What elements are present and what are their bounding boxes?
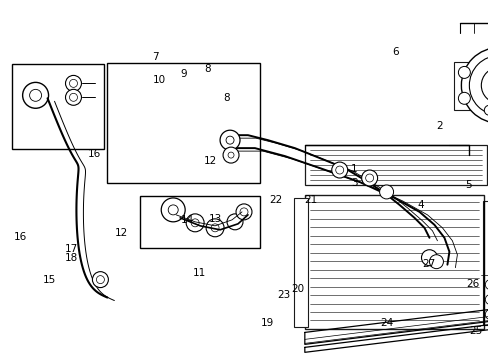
Text: 19: 19 — [260, 319, 273, 328]
Circle shape — [220, 130, 240, 150]
Text: 6: 6 — [391, 47, 398, 57]
Text: 20: 20 — [291, 284, 304, 294]
Circle shape — [468, 55, 488, 115]
Text: 3: 3 — [351, 177, 357, 188]
Text: 1: 1 — [350, 163, 356, 174]
Circle shape — [205, 219, 224, 237]
Circle shape — [168, 205, 178, 215]
Circle shape — [69, 80, 77, 87]
Circle shape — [428, 255, 443, 269]
Text: 22: 22 — [269, 195, 282, 205]
Circle shape — [225, 136, 234, 144]
Circle shape — [65, 89, 81, 105]
Circle shape — [240, 208, 247, 216]
Circle shape — [69, 93, 77, 101]
Text: 8: 8 — [223, 93, 229, 103]
Circle shape — [484, 310, 488, 319]
Text: 12: 12 — [114, 228, 127, 238]
Text: 21: 21 — [304, 195, 317, 205]
Text: 8: 8 — [204, 64, 211, 74]
Text: 16: 16 — [14, 232, 27, 242]
Text: 27: 27 — [421, 259, 434, 269]
Text: 7: 7 — [152, 52, 159, 62]
Circle shape — [365, 174, 373, 182]
Circle shape — [421, 250, 437, 266]
Circle shape — [211, 224, 219, 232]
Bar — [304, 195, 483, 329]
Text: 10: 10 — [152, 75, 165, 85]
Text: 18: 18 — [64, 253, 78, 263]
Bar — [453, 62, 488, 110]
Circle shape — [484, 294, 488, 305]
Circle shape — [484, 280, 488, 289]
Text: 12: 12 — [203, 156, 217, 166]
Circle shape — [227, 152, 234, 158]
Text: 17: 17 — [64, 244, 78, 254]
Circle shape — [361, 170, 377, 186]
Text: 16: 16 — [88, 149, 101, 159]
Bar — [293, 198, 307, 328]
Circle shape — [186, 214, 203, 232]
Circle shape — [379, 185, 393, 199]
Text: 14: 14 — [180, 215, 193, 225]
Circle shape — [483, 105, 488, 115]
Text: 24: 24 — [380, 319, 393, 328]
Circle shape — [96, 276, 104, 284]
Circle shape — [236, 204, 251, 220]
Text: 5: 5 — [465, 180, 471, 190]
Circle shape — [457, 67, 469, 78]
Bar — [107, 63, 260, 183]
Text: 4: 4 — [417, 200, 424, 210]
Circle shape — [335, 166, 343, 174]
Circle shape — [161, 198, 185, 222]
Text: 23: 23 — [276, 290, 289, 300]
Text: 9: 9 — [180, 69, 186, 79]
Circle shape — [22, 82, 48, 108]
Circle shape — [92, 272, 108, 288]
Text: 11: 11 — [193, 268, 206, 278]
Text: 15: 15 — [43, 275, 56, 285]
Text: 2: 2 — [435, 121, 442, 131]
Circle shape — [331, 162, 347, 178]
Bar — [12, 64, 104, 149]
Bar — [304, 145, 487, 185]
Text: 25: 25 — [468, 325, 482, 336]
Circle shape — [191, 219, 199, 227]
Circle shape — [30, 89, 41, 101]
Circle shape — [480, 67, 488, 103]
Circle shape — [461, 48, 488, 123]
Circle shape — [223, 147, 239, 163]
Circle shape — [457, 92, 469, 104]
Circle shape — [65, 75, 81, 91]
Circle shape — [226, 214, 243, 230]
Bar — [140, 196, 260, 248]
Bar — [482, 201, 488, 325]
Text: 13: 13 — [208, 215, 222, 224]
Text: 26: 26 — [465, 279, 478, 289]
